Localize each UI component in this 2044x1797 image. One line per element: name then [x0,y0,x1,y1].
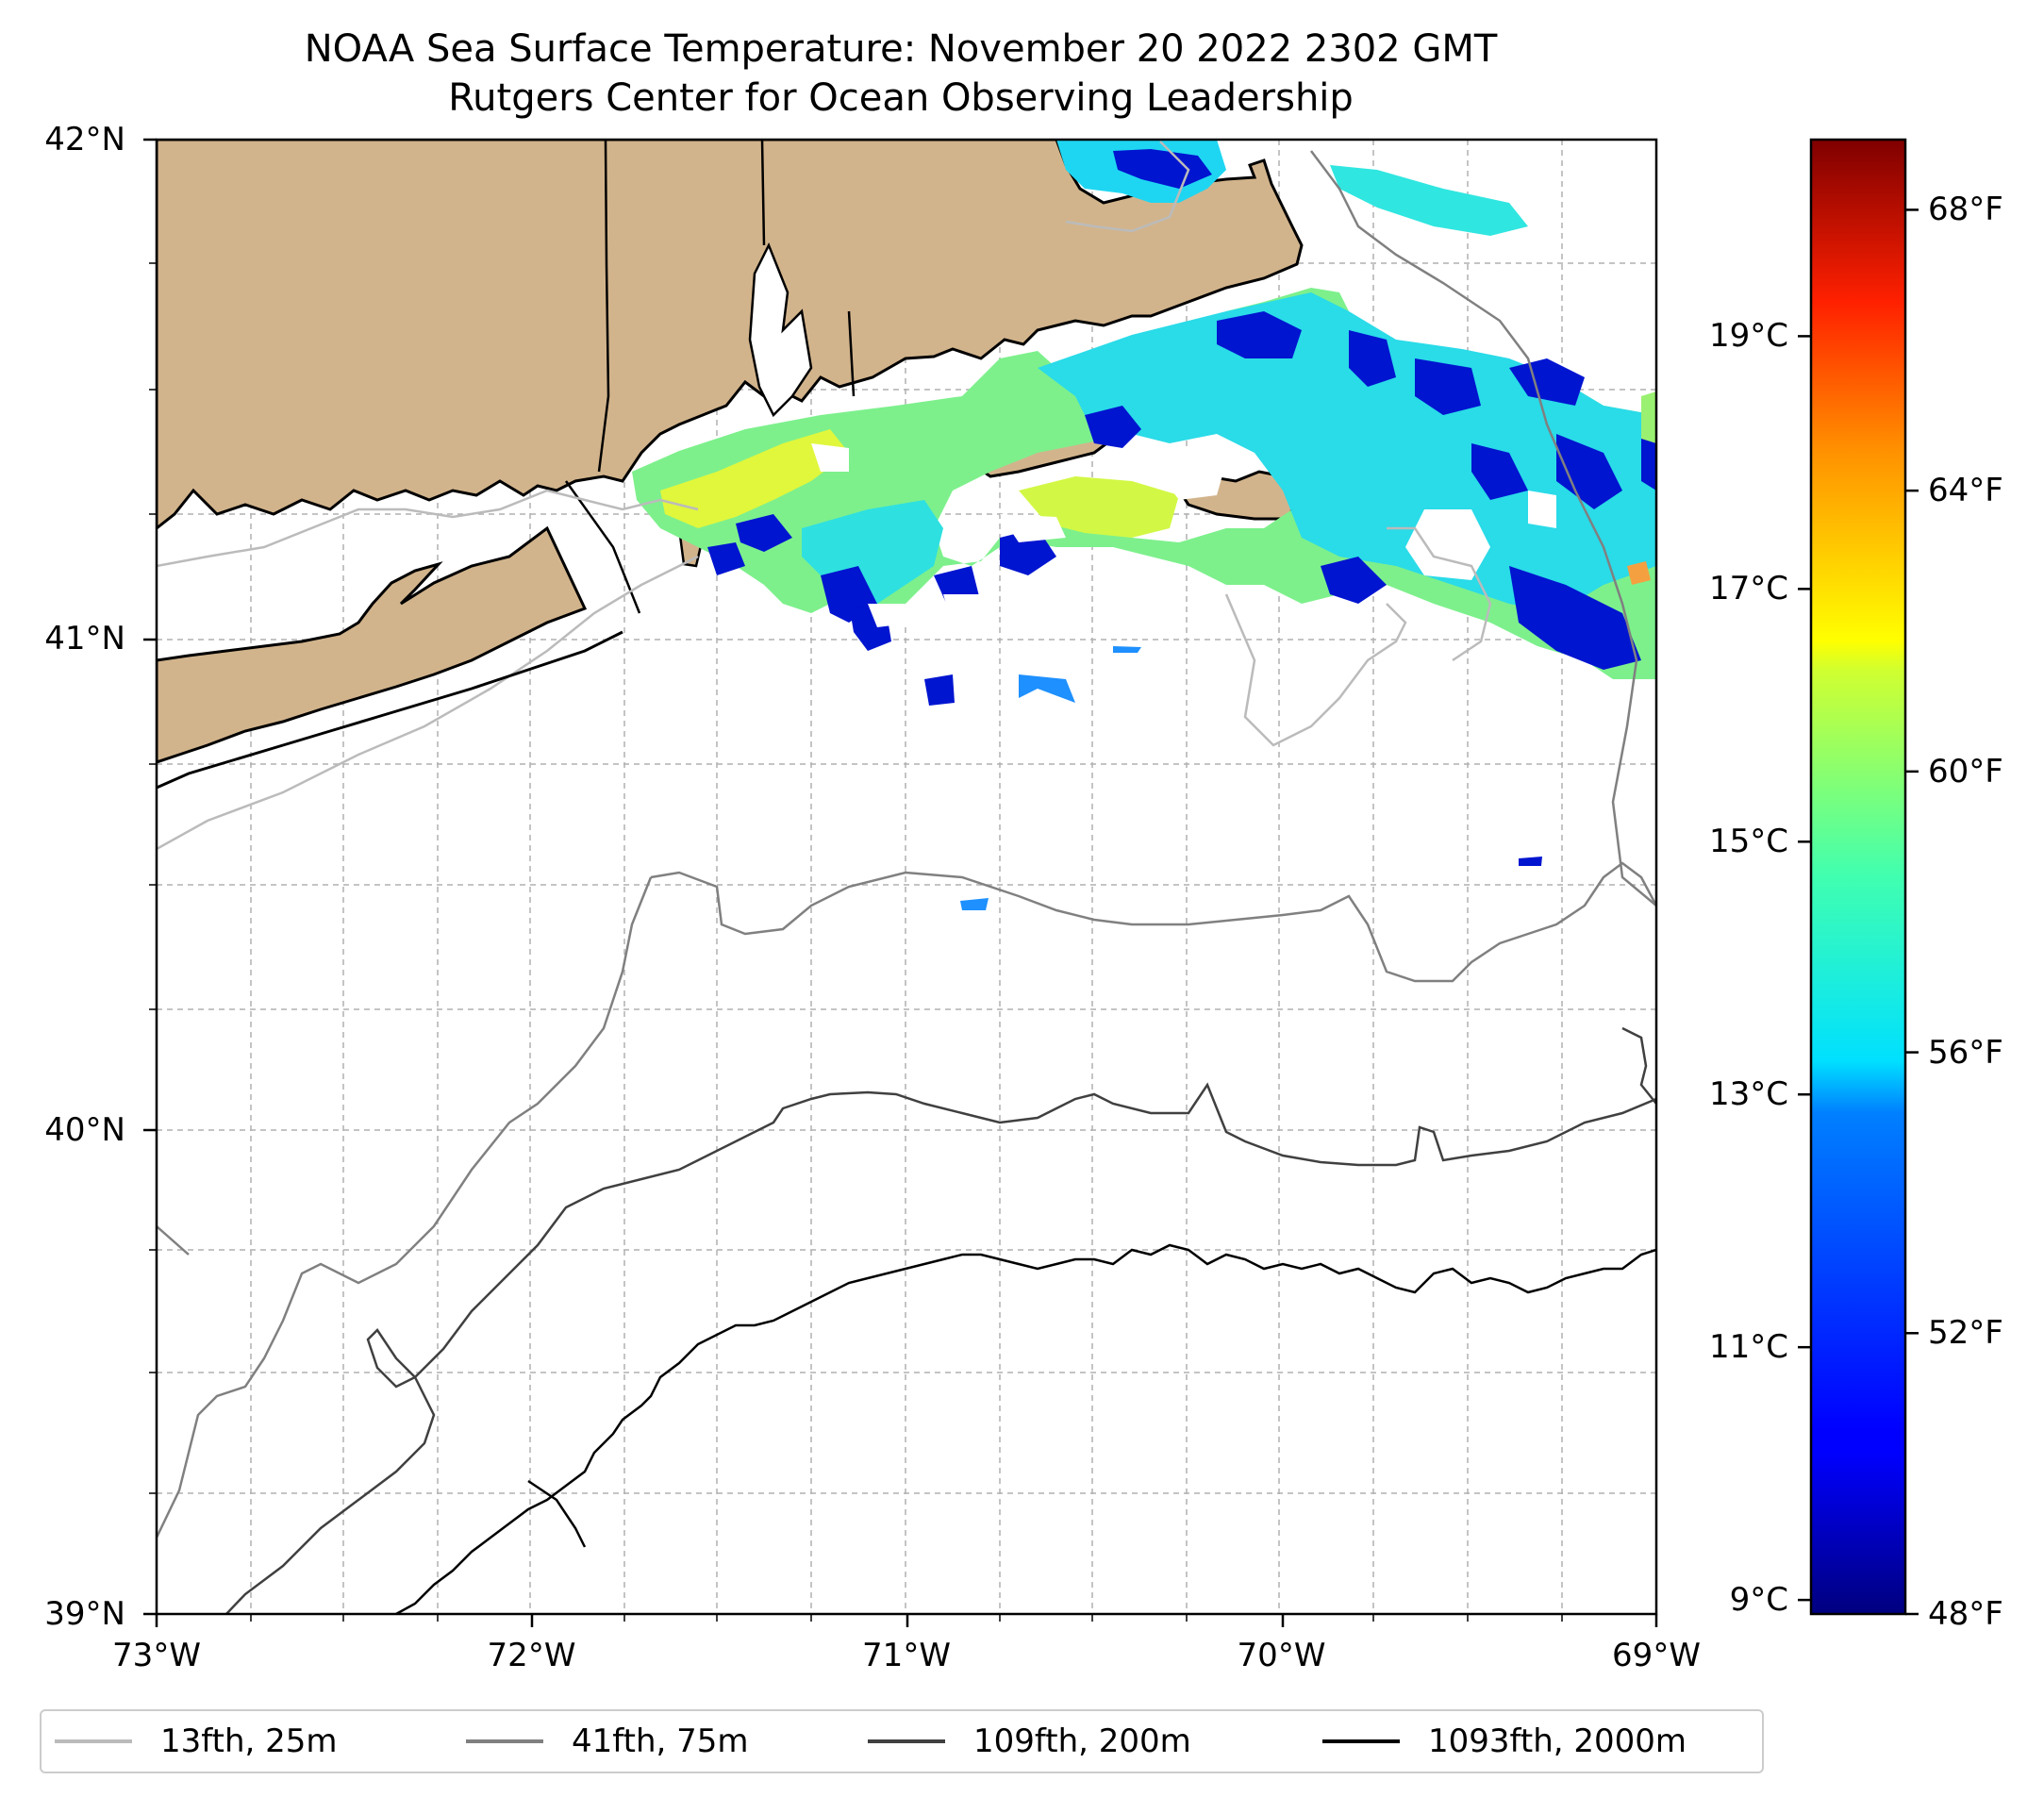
colorbar-celsius-label: 9°C [1729,1581,1788,1620]
colorbar-fahrenheit-label: 52°F [1928,1314,2003,1353]
colorbar-fahrenheit-label: 68°F [1928,191,2003,229]
legend-swatch-200m [868,1739,945,1743]
y-tick-label: 40°N [44,1110,125,1149]
contour-legend: 13fth, 25m 41fth, 75m 109fth, 200m 1093f… [40,1709,1764,1773]
legend-label-2000m: 1093fth, 2000m [1428,1722,1687,1760]
colorbar-fahrenheit-label: 60°F [1928,752,2003,790]
land-long-island [157,525,588,764]
legend-label-25m: 13fth, 25m [160,1722,338,1760]
x-tick-label: 69°W [1612,1637,1701,1674]
map-title-line2: Rutgers Center for Ocean Observing Leade… [448,76,1354,120]
legend-label-200m: 109fth, 200m [973,1722,1191,1760]
legend-swatch-25m [55,1739,132,1743]
y-tick-label: 39°N [44,1595,125,1633]
colorbar-celsius-label: 17°C [1708,570,1788,608]
sst-data-layer [632,140,1656,910]
colorbar-fahrenheit-label: 48°F [1928,1595,2003,1633]
colorbar-celsius-label: 13°C [1708,1075,1788,1114]
colorbar-celsius-label: 15°C [1708,823,1788,861]
legend-label-75m: 41fth, 75m [572,1722,749,1760]
contour-200m [225,1026,1656,1614]
map-title-line1: NOAA Sea Surface Temperature: November 2… [304,27,1498,71]
x-tick-label: 73°W [112,1637,201,1674]
contour-75m [157,150,1656,1539]
x-tick-label: 72°W [487,1637,576,1674]
x-tick-label: 71°W [862,1637,951,1674]
x-tick-label: 70°W [1237,1637,1326,1674]
legend-item-75m: 41fth, 75m [466,1711,749,1772]
colorbar-fahrenheit-label: 56°F [1928,1033,2003,1072]
y-tick-label: 41°N [44,619,125,657]
colorbar-celsius-label: 19°C [1708,317,1788,356]
legend-item-2000m: 1093fth, 2000m [1322,1711,1687,1772]
colorbar-celsius-label: 11°C [1708,1328,1788,1367]
legend-item-200m: 109fth, 200m [868,1711,1191,1772]
legend-swatch-75m [466,1739,543,1743]
y-tick-label: 42°N [44,121,125,158]
legend-item-25m: 13fth, 25m [55,1711,338,1772]
contour-25m [157,141,1492,851]
colorbar-fahrenheit-label: 64°F [1928,472,2003,510]
contour-2000m [395,1243,1656,1614]
legend-swatch-2000m [1322,1739,1400,1743]
colorbar [1809,138,1907,1616]
land-new-england [157,140,1304,530]
